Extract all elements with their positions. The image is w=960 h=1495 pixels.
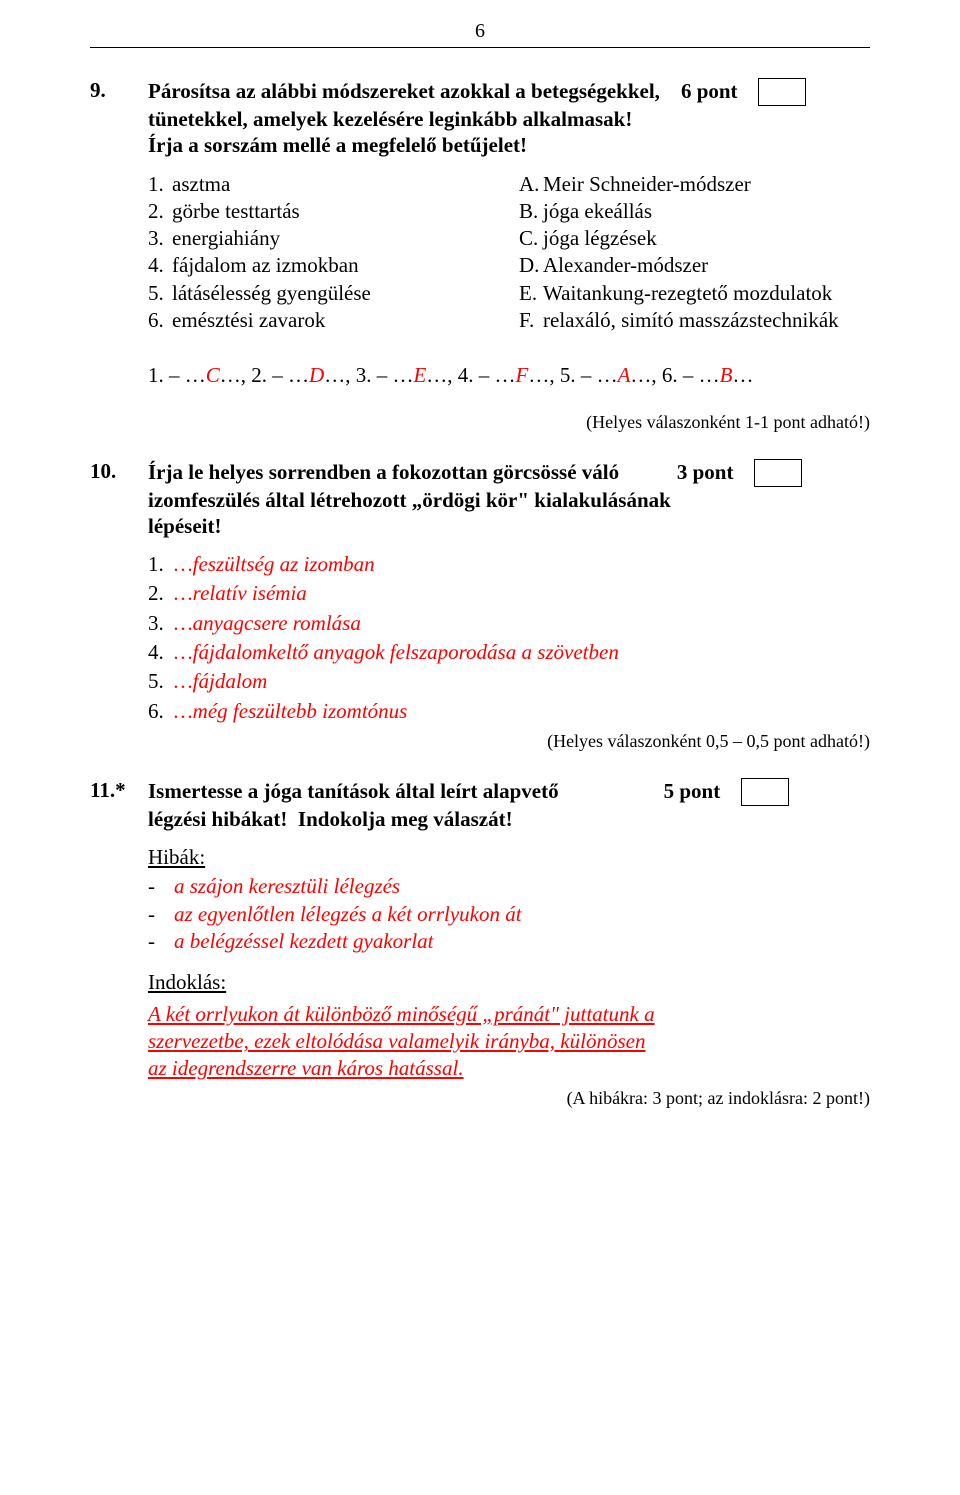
q11-hibak-list: -a szájon keresztüli lélegzés -az egyenl… [148, 873, 870, 955]
q9-scoring: (Helyes válaszonként 1-1 pont adható!) [90, 412, 870, 433]
q11-hibak-1: -a szájon keresztüli lélegzés [148, 873, 870, 900]
q9-points: 6 pont [681, 79, 738, 103]
q9-answers: 1. – …C…, 2. – …D…, 3. – …E…, 4. – …F…, … [148, 362, 870, 389]
q11-points: 5 pont [664, 779, 721, 803]
q9-left-2: 2.görbe testtartás [148, 198, 499, 225]
q9-text: Párosítsa az alábbi módszereket azokkal … [148, 78, 870, 159]
q11-indoklas-label: Indoklás: [148, 969, 870, 996]
q9-right-C: C.jóga légzések [519, 225, 870, 252]
question-11: 11.* Ismertesse a jóga tanítások által l… [90, 778, 870, 1110]
q11-hibak-2: -az egyenlőtlen lélegzés a két orrlyukon… [148, 901, 870, 928]
q9-left-3: 3.energiahiány [148, 225, 499, 252]
q11-text-line: Ismertesse a jóga tanítások által leírt … [148, 779, 789, 831]
q9-right-A: A.Meir Schneider-módszer [519, 171, 870, 198]
q10-scoring: (Helyes válaszonként 0,5 – 0,5 pont adha… [90, 731, 870, 752]
q11-header: 11.* Ismertesse a jóga tanítások által l… [90, 778, 870, 832]
q9-body: 1.asztma 2.görbe testtartás 3.energiahiá… [148, 171, 870, 390]
q10-text: Írja le helyes sorrendben a fokozottan g… [148, 459, 870, 540]
q9-left-col: 1.asztma 2.görbe testtartás 3.energiahiá… [148, 171, 499, 335]
q9-right-col: A.Meir Schneider-módszer B.jóga ekeállás… [519, 171, 870, 335]
page-container: 6 9. Párosítsa az alábbi módszereket azo… [0, 0, 960, 1175]
q11-hibak-3: -a belégzéssel kezdett gyakorlat [148, 928, 870, 955]
page-number: 6 [90, 20, 870, 43]
q11-text: Ismertesse a jóga tanítások által leírt … [148, 778, 870, 832]
q10-header: 10. Írja le helyes sorrendben a fokozott… [90, 459, 870, 540]
q10-step-6: 6.…még feszültebb izomtónus [148, 698, 870, 725]
q11-indoklas-line1: A két orrlyukon át különböző minőségű „p… [148, 1002, 655, 1026]
q11-hibak-label: Hibák: [148, 844, 870, 871]
q9-left-5: 5.látásélesség gyengülése [148, 280, 499, 307]
q11-indoklas-line2: szervezetbe, ezek eltolódása valamelyik … [148, 1029, 645, 1053]
q11-points-box[interactable] [741, 778, 789, 806]
q10-step-2: 2.…relatív isémia [148, 580, 870, 607]
q10-step-3: 3.…anyagcsere romlása [148, 610, 870, 637]
q10-step-5: 5.…fájdalom [148, 668, 870, 695]
q9-right-E: E.Waitankung-rezegtető mozdulatok [519, 280, 870, 307]
q11-indoklas-line3: az idegrendszerre van káros hatással. [148, 1056, 464, 1080]
q9-left-6: 6.emésztési zavarok [148, 307, 499, 334]
q10-step-1: 1.…feszültség az izomban [148, 551, 870, 578]
q9-text-line: Párosítsa az alábbi módszereket azokkal … [148, 79, 806, 157]
q9-right-D: D.Alexander-módszer [519, 252, 870, 279]
q9-right-B: B.jóga ekeállás [519, 198, 870, 225]
q10-points-box[interactable] [754, 459, 802, 487]
q9-left-1: 1.asztma [148, 171, 499, 198]
q11-number: 11.* [90, 778, 148, 803]
question-9: 9. Párosítsa az alábbi módszereket azokk… [90, 78, 870, 433]
q11-scoring: (A hibákra: 3 pont; az indoklásra: 2 pon… [90, 1088, 870, 1109]
q10-body: 1.…feszültség az izomban 2.…relatív isém… [148, 551, 870, 725]
top-rule [90, 47, 870, 48]
q9-points-box[interactable] [758, 78, 806, 106]
q9-right-F: F.relaxáló, simító masszázstechnikák [519, 307, 870, 334]
q10-text-line: Írja le helyes sorrendben a fokozottan g… [148, 460, 802, 538]
q9-number: 9. [90, 78, 148, 103]
q9-columns: 1.asztma 2.görbe testtartás 3.energiahiá… [148, 171, 870, 335]
q10-number: 10. [90, 459, 148, 484]
q10-points: 3 pont [677, 460, 734, 484]
q10-steps: 1.…feszültség az izomban 2.…relatív isém… [148, 551, 870, 725]
q9-left-4: 4.fájdalom az izmokban [148, 252, 499, 279]
question-10: 10. Írja le helyes sorrendben a fokozott… [90, 459, 870, 752]
q10-step-4: 4.…fájdalomkeltő anyagok felszaporodása … [148, 639, 870, 666]
q9-header: 9. Párosítsa az alábbi módszereket azokk… [90, 78, 870, 159]
q11-body: Hibák: -a szájon keresztüli lélegzés -az… [148, 844, 870, 1082]
q11-indoklas: A két orrlyukon át különböző minőségű „p… [148, 1001, 870, 1083]
